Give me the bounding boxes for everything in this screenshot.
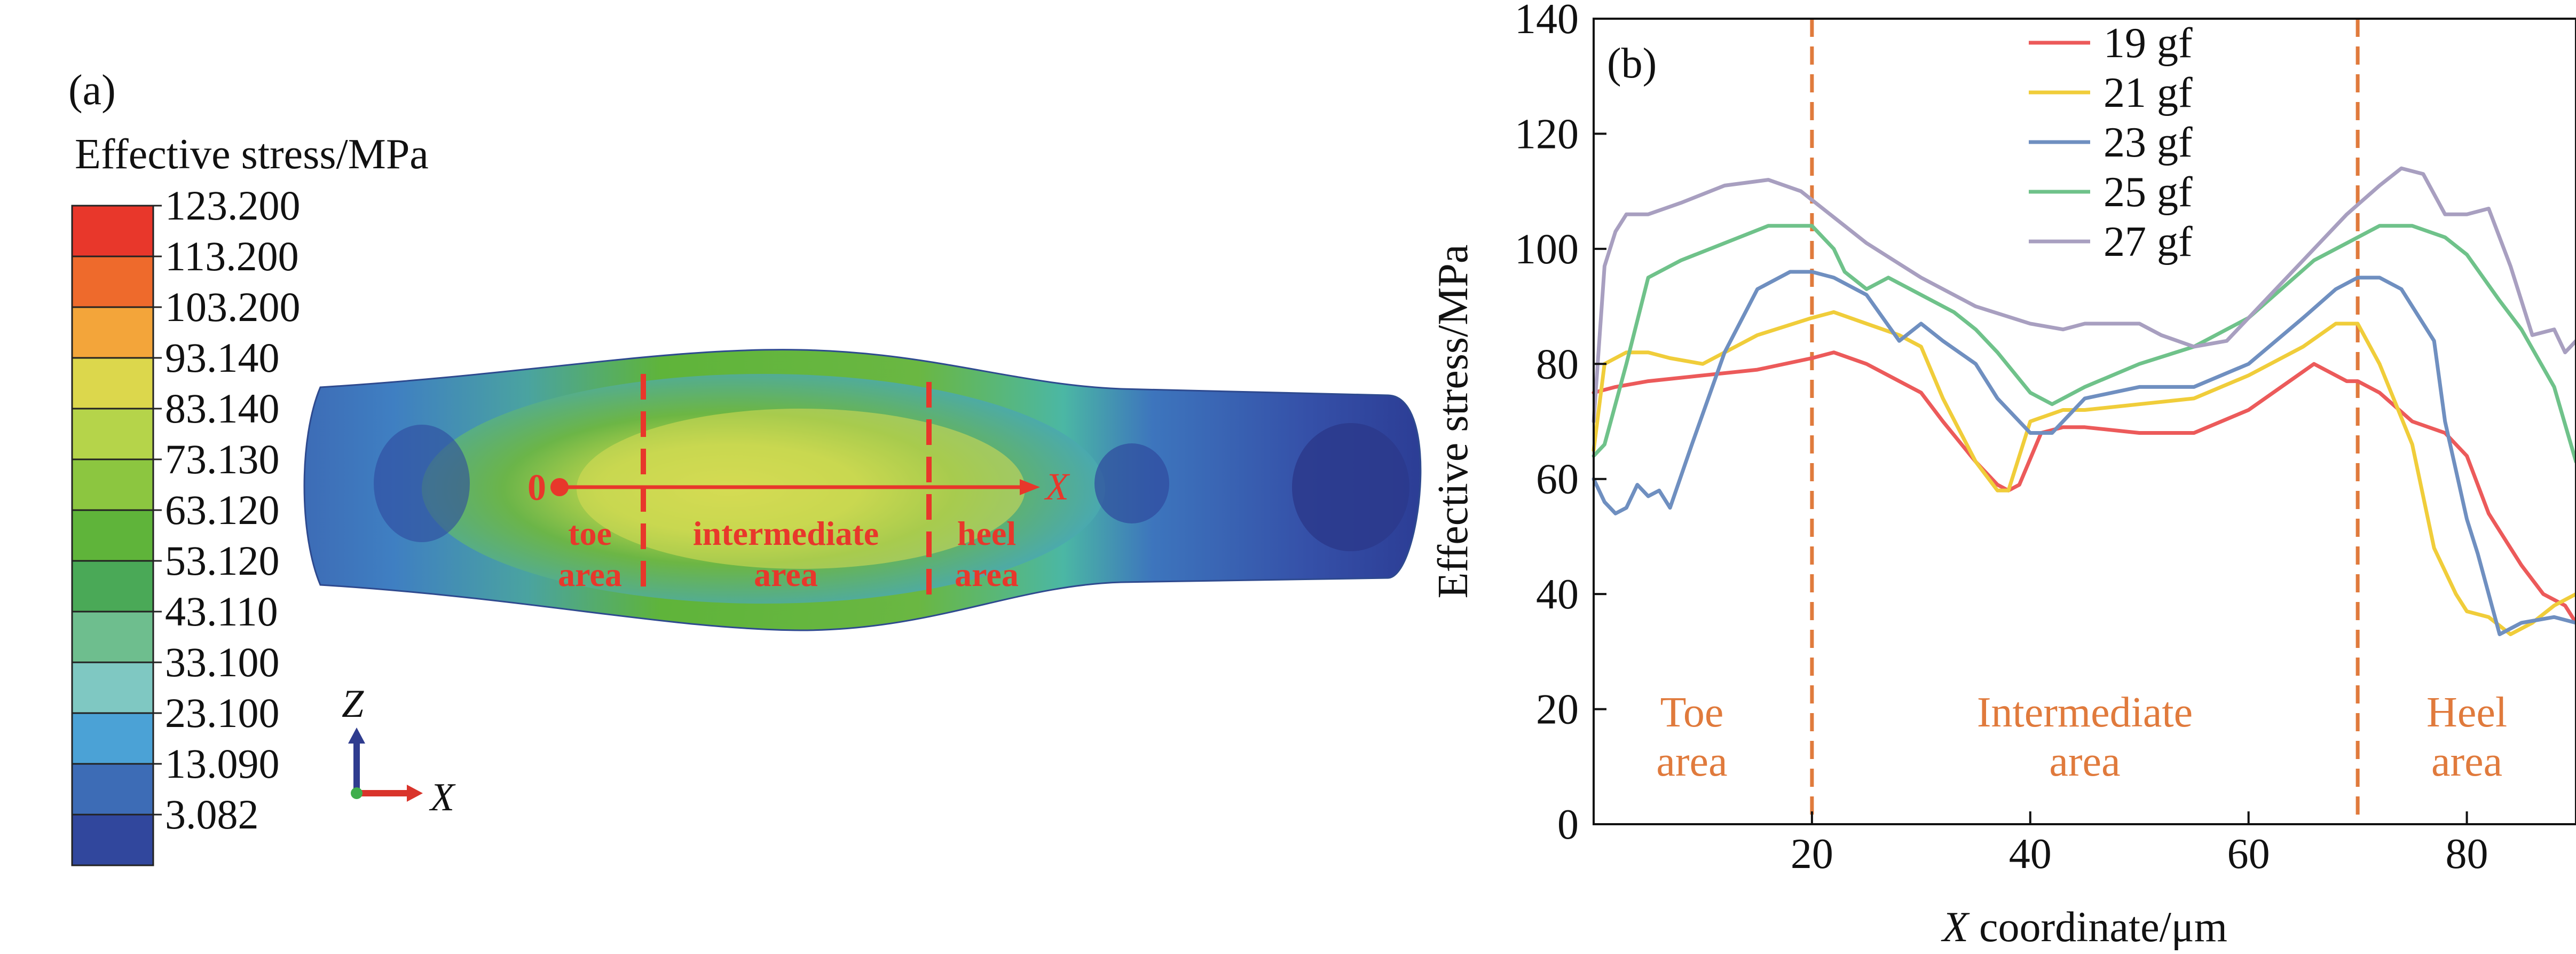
y-tick-label: 140 bbox=[1515, 0, 1579, 43]
toe-area-label-line2: area bbox=[558, 556, 622, 593]
x-tick-label: 20 bbox=[1791, 831, 1833, 878]
legend-swatch bbox=[71, 205, 154, 257]
path-origin-label: 0 bbox=[527, 467, 546, 509]
x-axis-title-symbol: X bbox=[1941, 904, 1970, 951]
heel-area-label-line1: heel bbox=[957, 514, 1016, 552]
y-tick-label: 120 bbox=[1515, 111, 1579, 158]
legend-value-label: 13.090 bbox=[165, 740, 280, 787]
path-x-label: X bbox=[1044, 465, 1070, 508]
panel-a-label: (a) bbox=[68, 67, 116, 114]
region-label: Heel bbox=[2427, 689, 2507, 736]
x-tick-label: 80 bbox=[2446, 831, 2488, 878]
series-lines bbox=[1592, 166, 2576, 636]
legend-swatch bbox=[71, 408, 154, 460]
legend-swatch bbox=[71, 763, 154, 816]
series-line-27-gf bbox=[1592, 166, 2576, 424]
series-line-19-gf bbox=[1592, 350, 2576, 625]
y-tick-label: 80 bbox=[1536, 341, 1579, 388]
path-origin-marker bbox=[550, 478, 569, 496]
legend-swatch bbox=[71, 357, 154, 410]
legend-value-label: 73.130 bbox=[165, 436, 280, 482]
legend-entry: 19 gf bbox=[2104, 20, 2193, 67]
stress-contour-body bbox=[303, 349, 1422, 631]
path-arrow-head bbox=[1020, 479, 1040, 495]
legend-swatch bbox=[71, 661, 154, 714]
axes: 0 20 40 60 80 100 120 140 20 40 60 80 bbox=[1515, 0, 2488, 878]
legend-value-label: 83.140 bbox=[165, 385, 280, 432]
legend-swatch bbox=[71, 509, 154, 562]
legend-value-label: 23.100 bbox=[165, 690, 280, 736]
y-tick-label: 0 bbox=[1557, 801, 1579, 848]
legend-swatch bbox=[71, 560, 154, 613]
triad-x-label: X bbox=[429, 776, 456, 819]
y-tick-label: 40 bbox=[1536, 571, 1579, 618]
legend-value-label: 113.200 bbox=[165, 233, 299, 279]
plot-area-frame bbox=[1593, 18, 2576, 825]
legend-value-label: 43.110 bbox=[165, 588, 278, 635]
toe-area-label-line1: toe bbox=[568, 514, 612, 552]
coordinate-triad: Z X bbox=[342, 682, 456, 819]
legend-swatch bbox=[71, 306, 154, 359]
intermediate-area-label-line2: area bbox=[754, 556, 818, 593]
legend-entry: 23 gf bbox=[2104, 119, 2193, 166]
region-label: area bbox=[1656, 738, 1727, 785]
legend-value-label: 123.200 bbox=[165, 182, 301, 229]
legend-entry: 25 gf bbox=[2104, 169, 2193, 216]
legend-swatch bbox=[71, 814, 154, 866]
legend-entry: 27 gf bbox=[2104, 218, 2193, 265]
legend-entry: 21 gf bbox=[2104, 69, 2193, 116]
legend-swatch bbox=[71, 255, 154, 308]
panel-a: (a) Effective stress/MPa 123.200113.2001… bbox=[68, 67, 1422, 866]
region-label: Intermediate bbox=[1977, 689, 2193, 736]
legend-value-label: 103.200 bbox=[165, 284, 301, 330]
x-axis-title: X coordinate/μm bbox=[1941, 904, 2227, 951]
legend-value-label: 3.082 bbox=[165, 791, 259, 838]
series-line-21-gf bbox=[1592, 310, 2576, 636]
y-tick-label: 60 bbox=[1536, 456, 1579, 503]
panel-b-label: (b) bbox=[1607, 40, 1657, 87]
x-tick-label: 40 bbox=[2009, 831, 2052, 878]
legend-value-label: 53.120 bbox=[165, 537, 280, 584]
legend-swatch bbox=[71, 611, 154, 663]
series-line-23-gf bbox=[1592, 270, 2576, 636]
region-divider-lines bbox=[1810, 19, 2360, 824]
heel-area-label-line2: area bbox=[955, 556, 1019, 593]
intermediate-area-label-line1: intermediate bbox=[693, 514, 879, 552]
legend-swatch bbox=[71, 458, 154, 511]
legend-value-label: 33.100 bbox=[165, 639, 280, 685]
series-line-25-gf bbox=[1592, 224, 2576, 464]
y-axis-title: Effective stress/MPa bbox=[1430, 245, 1477, 599]
x-axis-title-rest: coordinate/μm bbox=[1968, 904, 2227, 951]
triad-z-label: Z bbox=[342, 682, 364, 726]
legend-title: Effective stress/MPa bbox=[75, 131, 429, 178]
x-tick-label: 60 bbox=[2227, 831, 2270, 878]
y-tick-label: 20 bbox=[1536, 686, 1579, 733]
legend-value-label: 93.140 bbox=[165, 334, 280, 381]
region-label: Toe bbox=[1660, 689, 1724, 736]
y-tick-label: 100 bbox=[1515, 226, 1579, 273]
region-label: area bbox=[2049, 738, 2120, 785]
region-label: area bbox=[2431, 738, 2502, 785]
legend-swatch bbox=[71, 712, 154, 765]
legend-value-label: 63.120 bbox=[165, 487, 280, 533]
